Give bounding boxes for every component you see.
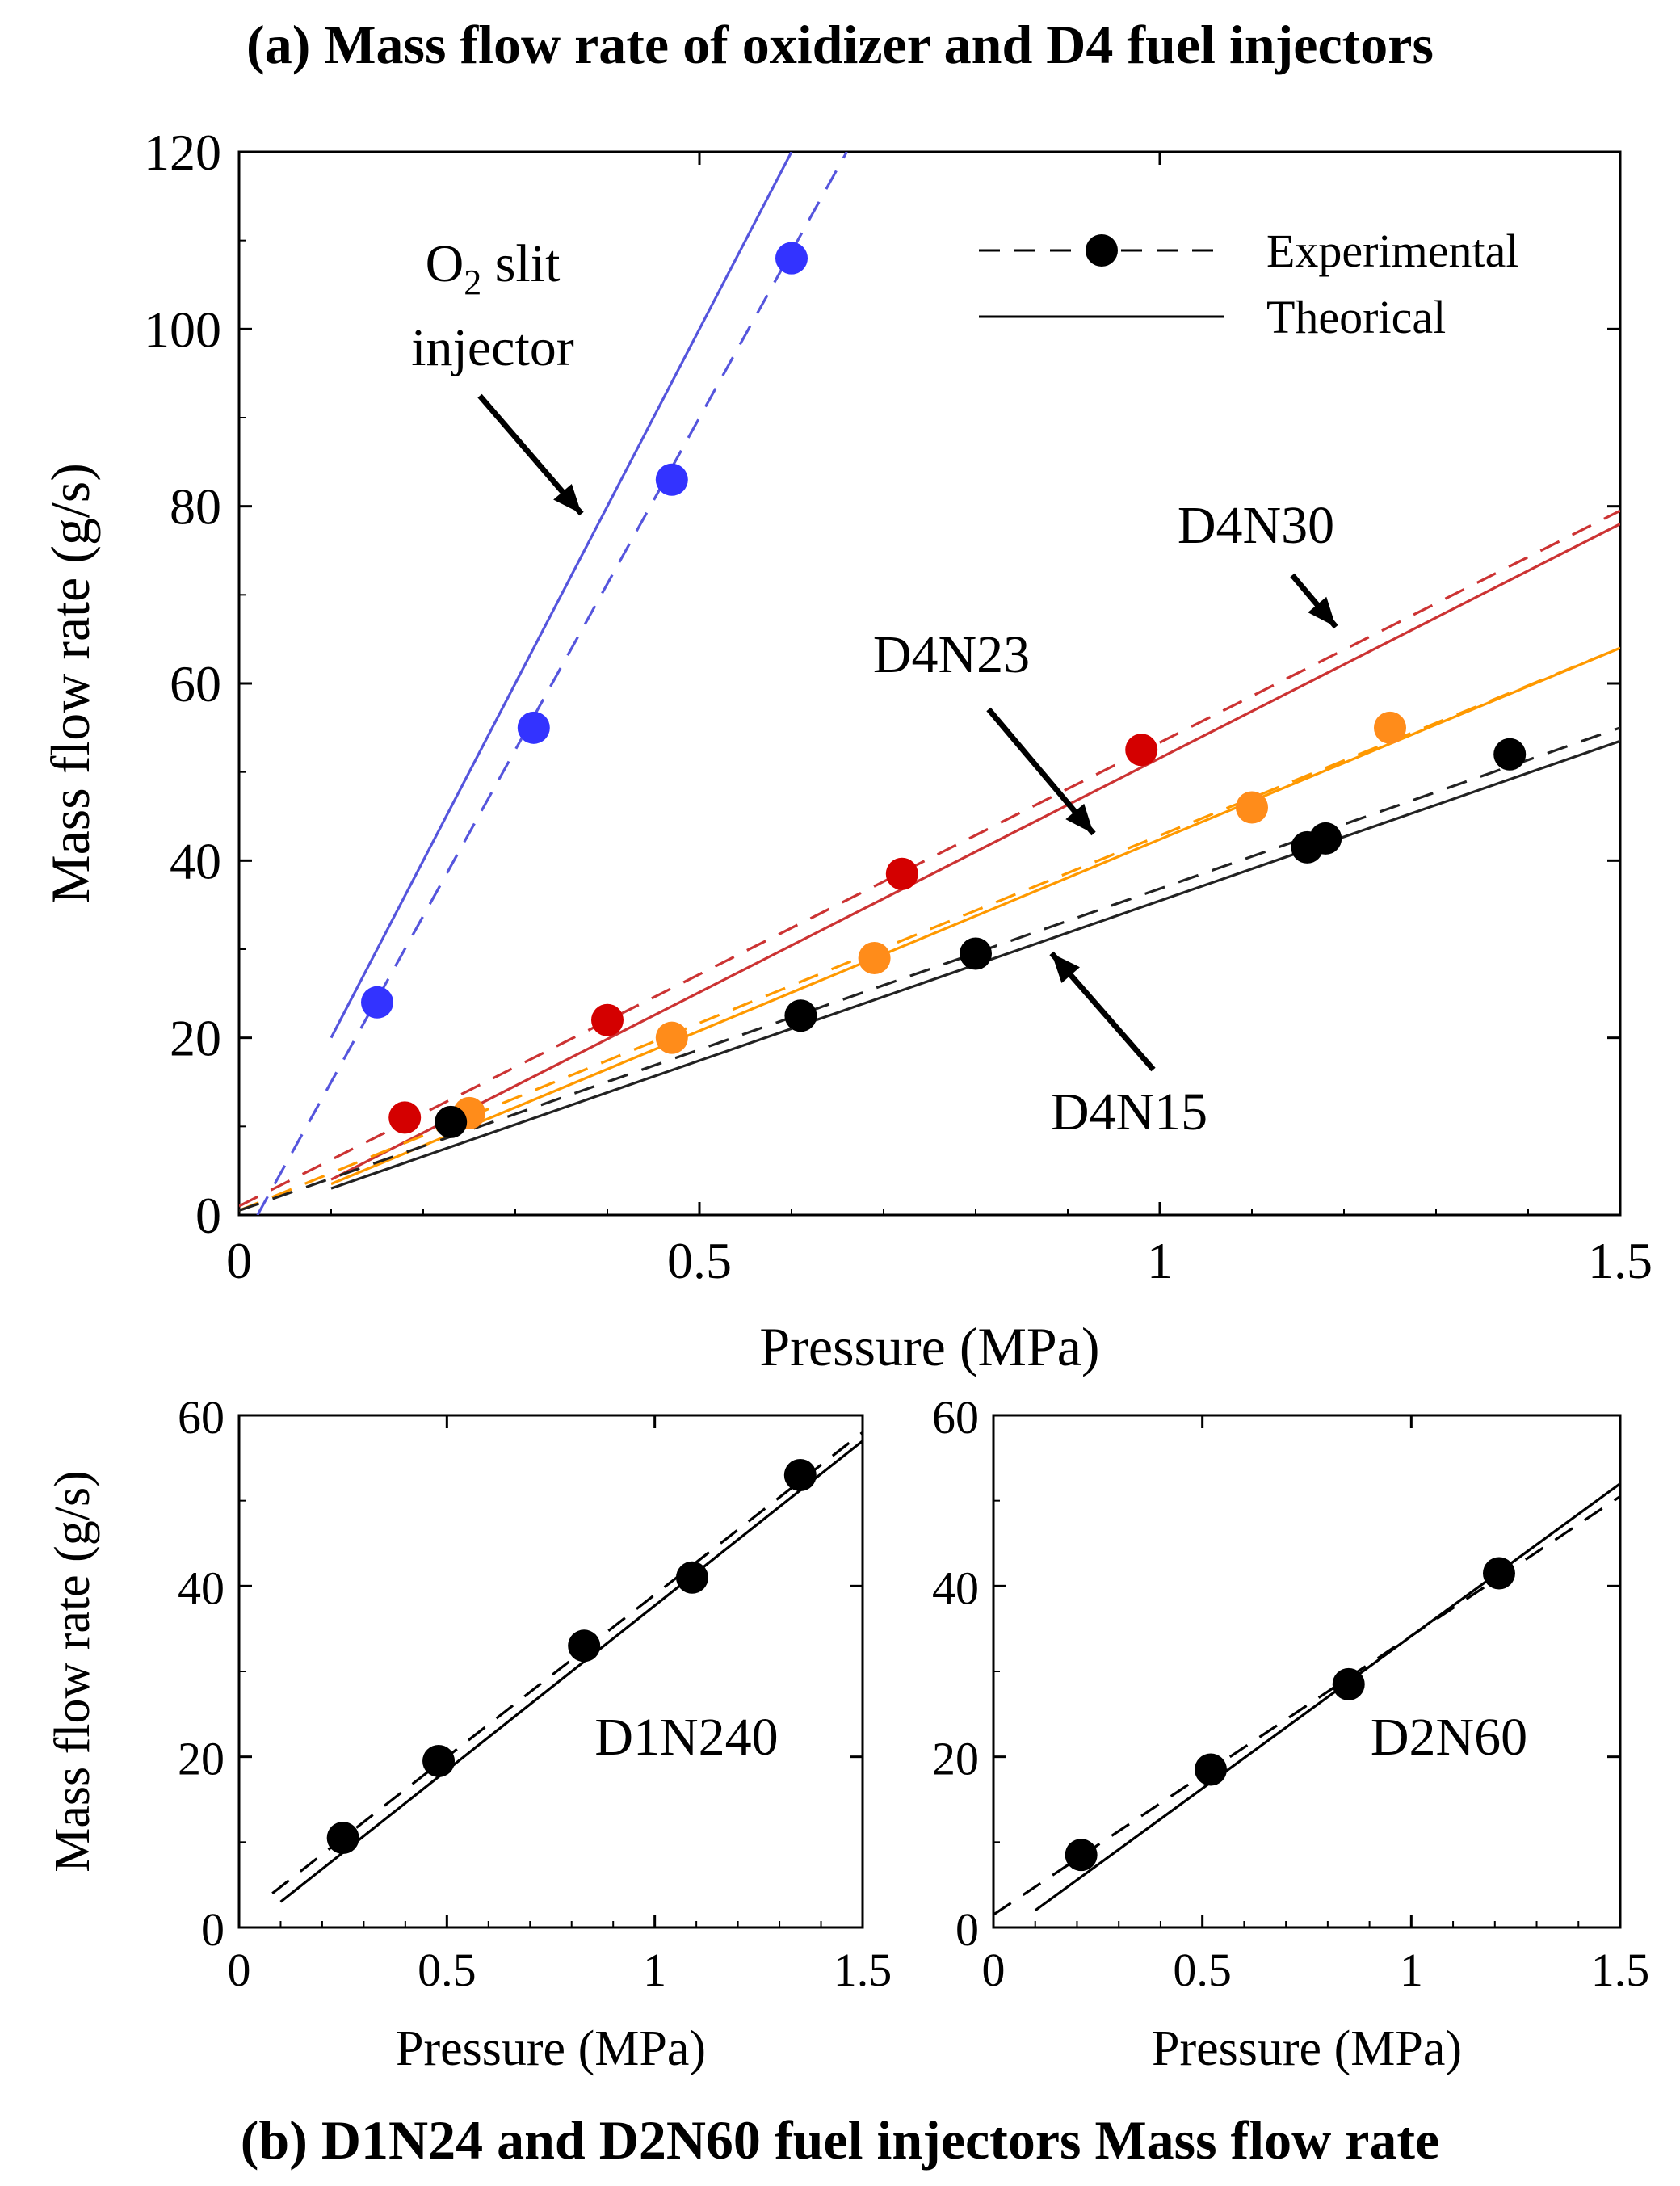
y-tick-label-b1: 20 xyxy=(178,1733,225,1785)
data-point-d1n240 xyxy=(568,1629,601,1663)
chart-b1: 0 0.5 1 1.5 0 20 40 60 Pressure (MPa) Mass flow r… xyxy=(45,1391,892,2076)
title-b: (b) D1N24 and D2N60 fuel injectors Mass … xyxy=(241,2109,1439,2171)
d1n240-label: D1N240 xyxy=(594,1708,778,1767)
data-point-d1n240 xyxy=(326,1822,359,1855)
y-tick-label-b1: 40 xyxy=(178,1562,225,1614)
x-tick-label-b2: 1 xyxy=(1400,1944,1423,1996)
data-point-o2-slit-injector xyxy=(775,242,808,275)
theoretical-line-d4n30 xyxy=(330,523,1620,1181)
y-tick-label-a: 80 xyxy=(170,478,221,536)
legend-experimental-marker xyxy=(1086,234,1118,267)
data-point-d4n30 xyxy=(1125,734,1158,767)
theoretical-line-d1n240 xyxy=(279,1440,863,1903)
data-point-d2n60 xyxy=(1195,1753,1228,1786)
y-tick-label-a: 60 xyxy=(170,655,221,713)
d2n60-label: D2N60 xyxy=(1371,1708,1527,1767)
data-point-d4n15 xyxy=(784,999,817,1032)
y-tick-label-b1: 60 xyxy=(178,1391,225,1444)
x-axis-label-b1: Pressure (MPa) xyxy=(396,2021,706,2076)
y-tick-label-a: 120 xyxy=(144,124,221,181)
experimental-fit-line-d2n60 xyxy=(993,1495,1620,1916)
data-point-d1n240 xyxy=(783,1458,817,1491)
d4n23-arrow-head xyxy=(1065,803,1094,834)
x-tick-label-b2: 0 xyxy=(982,1944,1006,1996)
y-tick-label-a: 100 xyxy=(144,301,221,358)
y-tick-label-a: 0 xyxy=(195,1187,221,1244)
experimental-fit-line-d1n240 xyxy=(271,1431,863,1894)
y-tick-label-b1: 0 xyxy=(201,1903,225,1956)
data-point-d1n240 xyxy=(675,1561,708,1594)
d4n30-label: D4N30 xyxy=(1178,496,1334,555)
series-lines-b1 xyxy=(271,1431,863,1903)
title-a: (a) Mass flow rate of oxidizer and D4 fu… xyxy=(246,14,1434,75)
x-tick-label-a: 1 xyxy=(1147,1232,1173,1289)
data-point-d4n23 xyxy=(858,941,891,974)
data-point-d2n60 xyxy=(1482,1557,1515,1590)
theoretical-line-o2-slit-injector xyxy=(330,152,793,1039)
data-point-o2-slit-injector xyxy=(517,711,550,744)
y-axis-label-b1: Mass flow rate (g/s) xyxy=(45,1470,100,1873)
d4n30-arrow-head xyxy=(1308,596,1336,627)
o2-injector-arrow-head xyxy=(553,483,582,514)
x-tick-label-a: 0.5 xyxy=(667,1232,732,1289)
data-point-d4n23 xyxy=(1236,791,1268,824)
d4n23-label: D4N23 xyxy=(873,625,1030,684)
y-tick-label-b2: 40 xyxy=(932,1562,979,1614)
chart-b2: 0 0.5 1 1.5 0 20 40 60 Pressure (MPa) D2N60 xyxy=(932,1391,1649,2076)
theoretical-line-d2n60 xyxy=(1034,1482,1620,1912)
data-point-d4n30 xyxy=(591,1003,624,1036)
data-point-d4n23 xyxy=(655,1021,688,1054)
theoretical-line-d4n23 xyxy=(330,646,1620,1186)
data-point-d4n30 xyxy=(388,1101,422,1134)
y-tick-label-b2: 0 xyxy=(956,1903,979,1956)
x-tick-label-b1: 1 xyxy=(643,1944,666,1996)
data-point-d4n15 xyxy=(960,937,992,970)
x-tick-label-b1: 0.5 xyxy=(418,1944,477,1996)
x-axis-label-a: Pressure (MPa) xyxy=(759,1316,1099,1377)
x-tick-label-b1: 0 xyxy=(228,1944,251,1996)
data-point-d4n15 xyxy=(1309,822,1342,855)
data-point-d4n15 xyxy=(1493,738,1527,771)
data-point-d1n240 xyxy=(422,1744,456,1777)
series-lines-a xyxy=(239,152,1620,1215)
y-axis-label-a: Mass flow rate (g/s) xyxy=(40,463,101,904)
x-tick-label-b1: 1.5 xyxy=(834,1944,892,1996)
experimental-fit-line-d4n30 xyxy=(239,509,1620,1208)
experimental-fit-line-o2-slit-injector xyxy=(256,152,848,1215)
experimental-fit-line-d4n15 xyxy=(239,726,1620,1213)
data-point-d2n60 xyxy=(1065,1839,1098,1872)
y-tick-label-a: 20 xyxy=(170,1010,221,1067)
o2-injector-label-line2: injector xyxy=(411,318,574,377)
data-point-d2n60 xyxy=(1332,1667,1365,1700)
x-tick-label-a: 0 xyxy=(226,1232,252,1289)
data-point-o2-slit-injector xyxy=(361,986,393,1019)
o2-injector-label: O2 slit xyxy=(426,234,561,302)
data-point-o2-slit-injector xyxy=(655,463,688,496)
d4n15-arrow-head xyxy=(1052,953,1080,983)
legend-theoretical-label: Theorical xyxy=(1266,291,1446,343)
data-point-d4n23 xyxy=(1374,711,1406,744)
data-point-d4n30 xyxy=(885,857,918,890)
x-tick-label-b2: 1.5 xyxy=(1591,1944,1650,1996)
y-tick-label-b2: 20 xyxy=(932,1733,979,1785)
series-lines-b2 xyxy=(993,1482,1620,1916)
d4n15-label: D4N15 xyxy=(1051,1082,1208,1141)
chart-a: 0 0.5 1 1.5 0 20 40 60 80 100 120 Pressure (MPa) Mas… xyxy=(40,124,1653,1377)
x-tick-label-b2: 0.5 xyxy=(1173,1944,1232,1996)
legend-experimental-label: Experimental xyxy=(1266,225,1518,277)
x-axis-label-b2: Pressure (MPa) xyxy=(1152,2021,1462,2076)
data-point-d4n15 xyxy=(435,1105,468,1138)
y-tick-label-b2: 60 xyxy=(932,1391,979,1444)
y-tick-label-a: 40 xyxy=(170,832,221,889)
x-tick-label-a: 1.5 xyxy=(1588,1232,1653,1289)
